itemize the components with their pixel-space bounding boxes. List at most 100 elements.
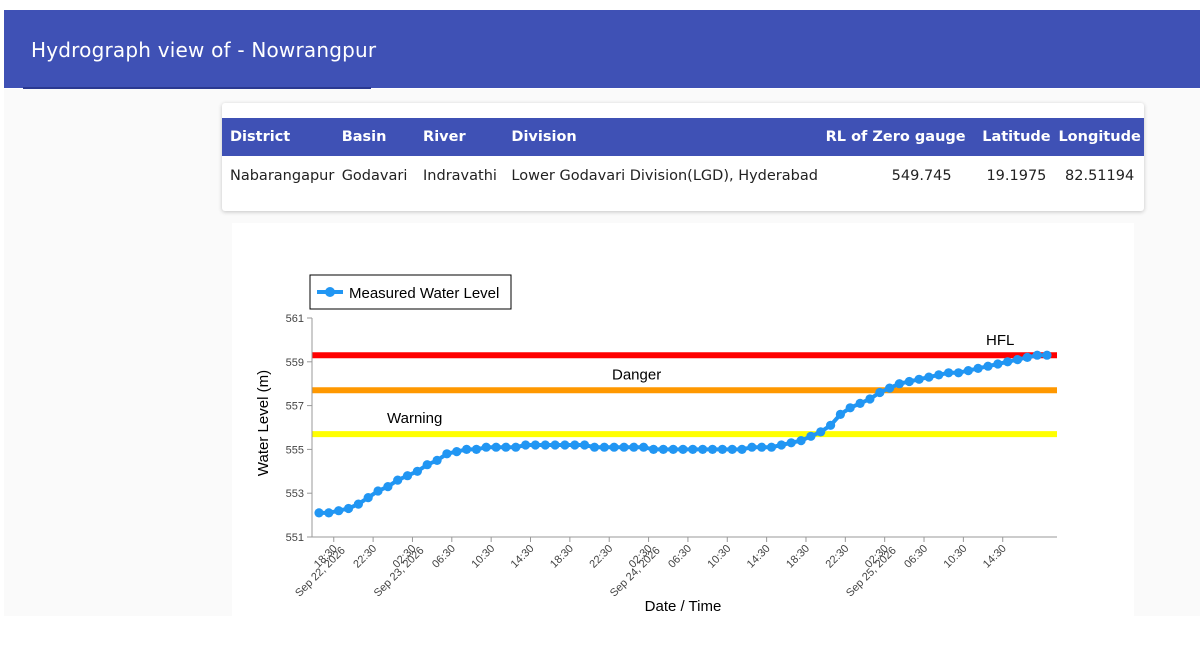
- data-point[interactable]: [334, 506, 344, 516]
- data-point[interactable]: [1003, 357, 1013, 367]
- data-point[interactable]: [688, 444, 698, 454]
- data-point[interactable]: [452, 447, 462, 457]
- col-rl-zero-gauge: RL of Zero gauge: [817, 118, 978, 156]
- data-point[interactable]: [599, 442, 609, 452]
- col-basin: Basin: [341, 118, 424, 156]
- x-tick-label: 10:30: [469, 543, 497, 571]
- x-tick-label: 06:30: [430, 543, 458, 571]
- data-point[interactable]: [589, 442, 600, 452]
- title-underline: [23, 87, 371, 89]
- y-tick-label: 551: [286, 532, 304, 544]
- data-point[interactable]: [383, 482, 393, 492]
- data-point[interactable]: [491, 442, 501, 452]
- data-point[interactable]: [412, 466, 422, 476]
- y-tick-label: 561: [286, 313, 304, 325]
- data-point[interactable]: [737, 444, 747, 454]
- data-point[interactable]: [648, 444, 659, 454]
- header-bar: Hydrograph view of - Nowrangpur: [4, 10, 1200, 88]
- data-point[interactable]: [678, 444, 688, 454]
- data-point[interactable]: [993, 359, 1003, 369]
- data-point[interactable]: [944, 368, 954, 378]
- cell-river: Indravathi: [423, 168, 497, 184]
- data-point[interactable]: [894, 379, 905, 389]
- data-point[interactable]: [904, 376, 914, 387]
- data-point[interactable]: [973, 363, 983, 373]
- x-tick-label: 06:30: [902, 543, 930, 571]
- data-point[interactable]: [816, 427, 826, 437]
- data-point[interactable]: [432, 455, 442, 465]
- data-point[interactable]: [462, 444, 472, 454]
- y-tick-label: 555: [286, 444, 304, 456]
- data-point[interactable]: [442, 449, 452, 459]
- data-point[interactable]: [747, 442, 757, 452]
- data-point[interactable]: [609, 442, 619, 452]
- station-info-table: District Basin River Division RL of Zero…: [222, 118, 1144, 196]
- chart-axes: [311, 318, 1057, 538]
- legend[interactable]: Measured Water Level: [309, 274, 512, 310]
- data-point[interactable]: [481, 442, 491, 452]
- data-point[interactable]: [314, 508, 324, 518]
- data-point[interactable]: [786, 438, 796, 448]
- threshold-label-warning: Warning: [387, 410, 442, 427]
- data-point[interactable]: [1032, 350, 1042, 360]
- data-point[interactable]: [570, 440, 580, 450]
- data-point[interactable]: [717, 444, 727, 454]
- data-point[interactable]: [373, 486, 383, 496]
- data-point[interactable]: [707, 444, 718, 454]
- data-point[interactable]: [324, 508, 334, 518]
- data-point[interactable]: [422, 460, 432, 470]
- data-point[interactable]: [914, 374, 924, 384]
- data-point[interactable]: [668, 444, 678, 454]
- data-point[interactable]: [639, 442, 649, 452]
- data-point[interactable]: [471, 444, 481, 454]
- data-point[interactable]: [550, 440, 560, 450]
- data-point[interactable]: [845, 403, 855, 413]
- data-point[interactable]: [501, 442, 511, 452]
- data-point[interactable]: [658, 444, 668, 454]
- data-point[interactable]: [1042, 350, 1052, 360]
- cell-longitude: 82.51194: [1065, 168, 1135, 184]
- data-point[interactable]: [963, 366, 973, 376]
- data-point[interactable]: [1012, 355, 1023, 365]
- x-tick-label: 14:30: [981, 543, 1009, 571]
- data-point[interactable]: [776, 440, 787, 450]
- legend-marker: [325, 287, 335, 297]
- data-point[interactable]: [826, 420, 836, 430]
- data-point[interactable]: [983, 361, 993, 371]
- col-river: River: [423, 118, 512, 156]
- data-point[interactable]: [343, 503, 354, 514]
- data-point[interactable]: [540, 440, 550, 450]
- data-point[interactable]: [402, 471, 413, 481]
- data-point[interactable]: [796, 436, 806, 446]
- data-point[interactable]: [875, 387, 885, 398]
- data-point[interactable]: [855, 398, 865, 408]
- data-point[interactable]: [953, 368, 964, 378]
- data-point[interactable]: [924, 372, 934, 382]
- x-axis-label: Date / Time: [645, 598, 722, 615]
- data-point[interactable]: [363, 493, 373, 503]
- data-point[interactable]: [560, 440, 570, 450]
- data-point[interactable]: [619, 442, 629, 452]
- data-point[interactable]: [511, 442, 521, 452]
- data-point[interactable]: [727, 444, 737, 454]
- table-header-row: District Basin River Division RL of Zero…: [222, 118, 1144, 156]
- data-point[interactable]: [629, 442, 639, 452]
- x-tick-label: 18:30: [548, 543, 576, 571]
- data-point[interactable]: [521, 440, 531, 450]
- data-point[interactable]: [1022, 352, 1032, 362]
- data-point[interactable]: [885, 383, 895, 393]
- col-longitude: Longitude: [1055, 118, 1144, 156]
- data-point[interactable]: [580, 440, 590, 450]
- data-point[interactable]: [835, 409, 846, 419]
- data-point[interactable]: [766, 442, 777, 452]
- data-point[interactable]: [698, 444, 708, 454]
- data-point[interactable]: [353, 499, 363, 509]
- data-point[interactable]: [806, 431, 816, 441]
- data-point[interactable]: [757, 442, 767, 452]
- data-point[interactable]: [393, 475, 403, 485]
- y-tick-label: 559: [286, 357, 304, 369]
- data-point[interactable]: [530, 440, 540, 450]
- data-point[interactable]: [865, 394, 875, 404]
- data-point[interactable]: [934, 370, 944, 380]
